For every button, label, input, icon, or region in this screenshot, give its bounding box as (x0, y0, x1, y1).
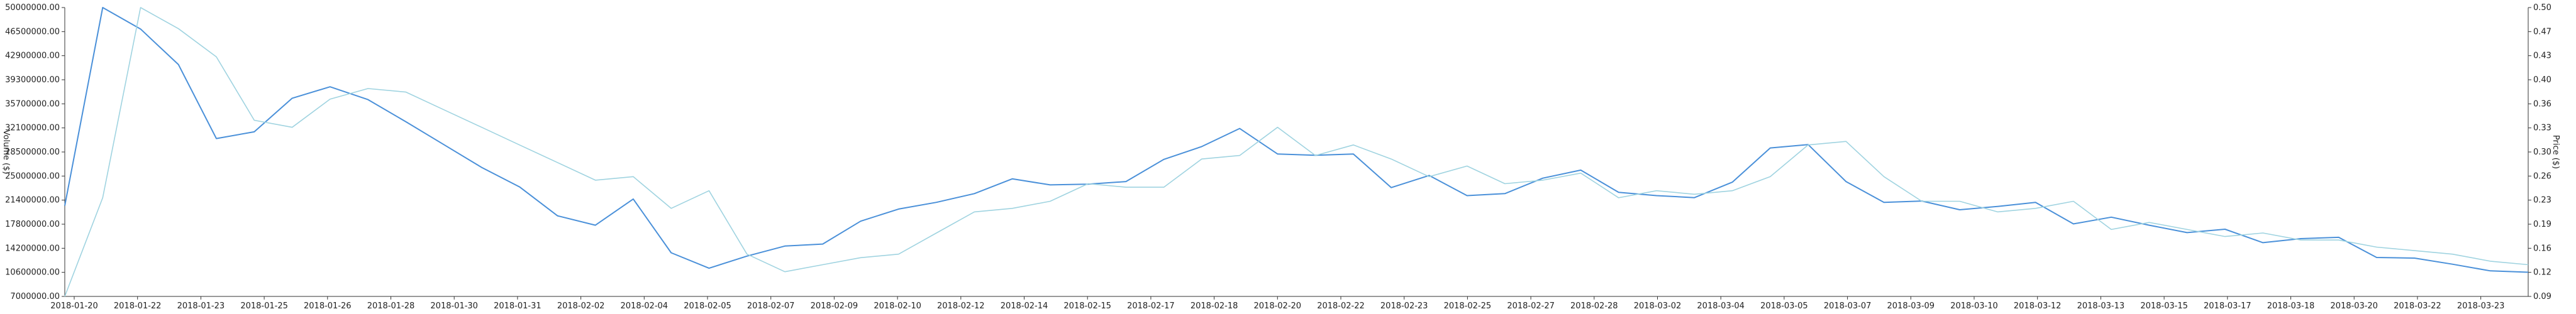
right-tick-label: 0.30 (2533, 148, 2551, 157)
right-tick-label: 0.40 (2533, 75, 2551, 85)
x-tick-label: 2018-03-10 (1950, 301, 1998, 311)
x-tick-label: 2018-02-28 (1570, 301, 1618, 311)
x-tick-label: 2018-01-22 (114, 301, 162, 311)
plot-area: 50000000.00 46500000.00 42900000.00 3930000… (5, 3, 2551, 311)
right-y-axis-ticks: 0.50 0.47 0.43 0.40 0.36 0.33 0.30 0.26 0.23 0.19… (2528, 3, 2551, 301)
x-tick-label: 2018-03-09 (1887, 301, 1935, 311)
left-tick-label: 46500000.00 (5, 27, 60, 36)
x-tick-label: 2018-03-22 (2394, 301, 2441, 311)
x-tick-label: 2018-02-17 (1127, 301, 1175, 311)
x-tick-label: 2018-02-20 (1254, 301, 1302, 311)
left-tick-label: 28500000.00 (5, 148, 60, 157)
right-tick-label: 0.16 (2533, 244, 2551, 253)
x-tick-label: 2018-01-31 (494, 301, 541, 311)
right-tick-label: 0.12 (2533, 268, 2551, 278)
right-tick-label: 0.23 (2533, 196, 2551, 205)
x-tick-label: 2018-03-18 (2267, 301, 2315, 311)
x-tick-label: 2018-02-09 (811, 301, 858, 311)
x-tick-label: 2018-02-14 (1001, 301, 1048, 311)
right-tick-label: 0.19 (2533, 220, 2551, 229)
x-tick-label: 2018-03-17 (2204, 301, 2251, 311)
x-tick-label: 2018-03-12 (2014, 301, 2062, 311)
x-tick-label: 2018-02-22 (1317, 301, 1365, 311)
left-tick-label: 50000000.00 (5, 3, 60, 13)
x-tick-label: 2018-02-04 (621, 301, 669, 311)
left-y-axis-title: Volume ($) (1, 130, 11, 175)
right-tick-label: 0.09 (2533, 292, 2551, 301)
x-tick-label: 2018-01-20 (50, 301, 98, 311)
x-tick-label: 2018-01-30 (430, 301, 478, 311)
right-tick-label: 0.47 (2533, 27, 2551, 36)
left-tick-label: 32100000.00 (5, 124, 60, 133)
price-series-line (64, 7, 2529, 297)
left-tick-label: 39300000.00 (5, 75, 60, 85)
x-tick-label: 2018-03-07 (1824, 301, 1872, 311)
x-tick-label: 2018-03-15 (2140, 301, 2188, 311)
x-tick-label: 2018-02-05 (684, 301, 731, 311)
x-axis-ticks: 2018-01-20 2018-01-22 2018-01-23 2018-01-25… (50, 296, 2504, 311)
right-tick-label: 0.50 (2533, 3, 2551, 13)
x-tick-label: 2018-01-23 (177, 301, 225, 311)
left-tick-label: 35700000.00 (5, 99, 60, 109)
volume-series-line (64, 7, 2529, 273)
right-y-axis-title: Price ($) (2551, 135, 2560, 169)
right-tick-label: 0.33 (2533, 124, 2551, 133)
x-tick-label: 2018-02-25 (1444, 301, 1492, 311)
x-tick-label: 2018-02-23 (1380, 301, 1428, 311)
x-tick-label: 2018-03-23 (2457, 301, 2505, 311)
x-tick-label: 2018-02-02 (557, 301, 605, 311)
x-tick-label: 2018-03-20 (2330, 301, 2378, 311)
x-tick-label: 2018-01-26 (304, 301, 352, 311)
x-tick-label: 2018-03-13 (2077, 301, 2125, 311)
left-tick-label: 14200000.00 (5, 244, 60, 253)
left-tick-label: 7000000.00 (10, 292, 60, 301)
left-tick-label: 25000000.00 (5, 171, 60, 181)
right-tick-label: 0.36 (2533, 99, 2551, 109)
x-tick-label: 2018-03-05 (1760, 301, 1808, 311)
left-tick-label: 21400000.00 (5, 196, 60, 205)
x-tick-label: 2018-03-02 (1634, 301, 1682, 311)
x-tick-label: 2018-01-28 (367, 301, 415, 311)
right-tick-label: 0.26 (2533, 171, 2551, 181)
left-tick-label: 17800000.00 (5, 220, 60, 229)
x-tick-label: 2018-02-18 (1191, 301, 1238, 311)
left-y-axis-ticks: 50000000.00 46500000.00 42900000.00 3930000… (5, 3, 65, 301)
left-tick-label: 10600000.00 (5, 268, 60, 278)
x-tick-label: 2018-02-15 (1063, 301, 1111, 311)
x-tick-label: 2018-02-27 (1507, 301, 1555, 311)
x-tick-label: 2018-02-10 (874, 301, 921, 311)
left-tick-label: 42900000.00 (5, 51, 60, 61)
x-tick-label: 2018-01-25 (240, 301, 288, 311)
series-layer (64, 7, 2529, 297)
right-tick-label: 0.43 (2533, 51, 2551, 61)
x-tick-label: 2018-02-12 (937, 301, 985, 311)
x-tick-label: 2018-03-04 (1697, 301, 1745, 311)
x-tick-label: 2018-02-07 (747, 301, 795, 311)
